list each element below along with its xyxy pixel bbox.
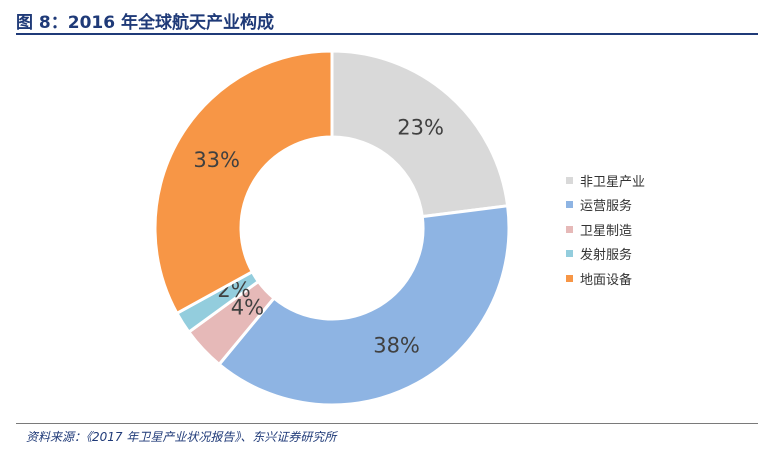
legend-item-4: 发射服务 bbox=[566, 242, 645, 267]
legend-swatch bbox=[566, 225, 573, 233]
legend-item-5: 地面设备 bbox=[566, 266, 645, 291]
slice-2 bbox=[217, 204, 511, 407]
chart-title: 图 8：2016 年全球航天产业构成 bbox=[16, 13, 274, 33]
legend-swatch bbox=[566, 176, 573, 184]
legend-item-2: 运营服务 bbox=[566, 193, 645, 218]
legend-label: 发射服务 bbox=[580, 248, 633, 264]
legend-label: 地面设备 bbox=[580, 272, 633, 288]
legend-swatch bbox=[566, 274, 573, 282]
legend-label: 运营服务 bbox=[580, 199, 633, 215]
footer-divider bbox=[16, 423, 758, 424]
slice-label-5: 33% bbox=[193, 148, 240, 172]
legend-label: 卫星制造 bbox=[580, 223, 633, 239]
chart-legend: 非卫星产业运营服务卫星制造发射服务地面设备 bbox=[566, 168, 645, 291]
legend-swatch bbox=[566, 201, 573, 209]
slice-label-1: 23% bbox=[397, 115, 444, 139]
title-divider bbox=[16, 33, 758, 35]
source-note: 资料来源：《2017 年卫星产业状况报告》、东兴证券研究所 bbox=[26, 430, 337, 444]
legend-item-1: 非卫星产业 bbox=[566, 168, 645, 193]
slice-label-3: 4% bbox=[231, 295, 264, 319]
legend-swatch bbox=[566, 250, 573, 258]
slice-1 bbox=[330, 49, 510, 219]
legend-label: 非卫星产业 bbox=[580, 174, 646, 190]
slice-label-2: 38% bbox=[373, 333, 420, 357]
slice-5 bbox=[153, 49, 334, 316]
legend-item-3: 卫星制造 bbox=[566, 217, 645, 242]
